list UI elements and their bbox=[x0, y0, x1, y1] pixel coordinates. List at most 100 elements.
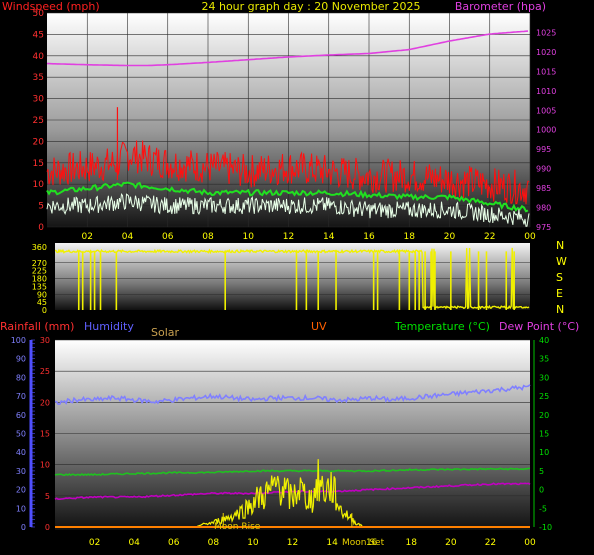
compass-letter: W bbox=[556, 255, 567, 268]
panel-3-x-ticks: 02 04 06 08 10 12 14 16 18 20 22 00 bbox=[89, 538, 536, 548]
y-tick-label: 30 bbox=[40, 336, 50, 345]
y-tick-label: 15 bbox=[33, 159, 44, 169]
x-tick-label: 20 bbox=[445, 538, 457, 548]
barometer-label: Barometer (hpa) bbox=[455, 0, 546, 13]
y-tick-label: 50 bbox=[33, 9, 45, 19]
x-tick-label: 04 bbox=[128, 538, 140, 548]
x-tick-label: 10 bbox=[247, 538, 259, 548]
panel-2-series bbox=[54, 247, 530, 310]
y-tick-label: 20 bbox=[16, 486, 26, 495]
x-tick-label: 16 bbox=[363, 232, 375, 242]
y-tick-label: 270 bbox=[32, 259, 47, 268]
humidity-label: Humidity bbox=[84, 320, 134, 333]
x-tick-label: 00 bbox=[524, 232, 536, 242]
x-tick-label: 06 bbox=[168, 538, 180, 548]
series-line-2 bbox=[46, 181, 529, 213]
solar-line bbox=[197, 459, 364, 528]
x-tick-label: 18 bbox=[404, 232, 416, 242]
rainfall-label: Rainfall (mm) bbox=[0, 320, 74, 333]
x-tick-label: 08 bbox=[202, 232, 214, 242]
compass-letter: S bbox=[556, 271, 563, 284]
y-tick-label: 45 bbox=[33, 30, 44, 40]
windspeed-label: Windspeed (mph) bbox=[2, 0, 100, 13]
panel-1-gridlines bbox=[47, 12, 531, 228]
y-tick-label: 40 bbox=[16, 448, 26, 457]
rainfall-ticks: 0 5 10 15 20 25 30 bbox=[40, 336, 50, 532]
humidity-ticks: 0 10 20 30 40 50 60 70 80 90 100 bbox=[11, 336, 35, 532]
x-tick-label: 22 bbox=[484, 232, 495, 242]
compass-letter: N bbox=[556, 303, 564, 316]
y-tick-label: 0 bbox=[45, 523, 50, 532]
y-tick-label: 40 bbox=[539, 336, 549, 345]
dewpoint-line bbox=[54, 482, 531, 501]
y-tick-label: 990 bbox=[536, 165, 551, 174]
y-tick-label: 25 bbox=[33, 116, 44, 126]
y-tick-label: 5 bbox=[539, 467, 544, 476]
dewpoint-label: Dew Point (°C) bbox=[499, 320, 579, 333]
chart-title: 24 hour graph day : 20 November 2025 bbox=[201, 0, 420, 13]
x-tick-label: 18 bbox=[406, 538, 418, 548]
x-tick-label: 12 bbox=[283, 232, 294, 242]
y-tick-label: 1020 bbox=[536, 48, 556, 57]
y-tick-label: 1005 bbox=[536, 106, 556, 115]
y-tick-label: 25 bbox=[539, 392, 549, 401]
y-tick-label: 985 bbox=[536, 184, 551, 193]
y-tick-label: 45 bbox=[37, 298, 47, 307]
y-tick-label: 10 bbox=[33, 180, 45, 190]
temperature-ticks: -10 -5 0 5 10 15 20 25 30 35 40 bbox=[533, 336, 552, 532]
x-tick-label: 16 bbox=[366, 538, 378, 548]
series-line-3 bbox=[46, 192, 530, 227]
y-tick-label: 180 bbox=[32, 275, 47, 284]
humidity-line bbox=[54, 384, 531, 406]
y-tick-label: 35 bbox=[33, 73, 44, 83]
y-tick-label: 100 bbox=[11, 336, 26, 345]
temperature-label: Temperature (°C) bbox=[394, 320, 490, 333]
y-tick-label: 5 bbox=[45, 492, 50, 501]
x-tick-label: 14 bbox=[326, 538, 338, 548]
compass-letter: N bbox=[556, 239, 564, 252]
y-tick-label: -5 bbox=[539, 504, 547, 513]
y-tick-label: 360 bbox=[32, 243, 47, 252]
y-tick-label: 40 bbox=[33, 52, 45, 62]
x-tick-label: 02 bbox=[82, 232, 93, 242]
y-tick-label: 1015 bbox=[536, 67, 556, 76]
compass-letter: E bbox=[556, 287, 563, 300]
x-tick-label: 20 bbox=[444, 232, 456, 242]
y-tick-label: 1010 bbox=[536, 87, 556, 96]
x-tick-label: 08 bbox=[208, 538, 220, 548]
moon-rise-label: Moon Rise bbox=[214, 522, 261, 532]
y-tick-label: 995 bbox=[536, 145, 551, 154]
y-tick-label: 30 bbox=[539, 373, 549, 382]
series-line-0 bbox=[47, 30, 529, 67]
y-tick-label: -10 bbox=[539, 523, 552, 532]
y-tick-label: 1025 bbox=[536, 28, 556, 37]
uv-label: UV bbox=[311, 320, 327, 333]
y-tick-label: 80 bbox=[16, 373, 26, 382]
y-tick-label: 0 bbox=[38, 223, 44, 233]
y-tick-label: 10 bbox=[40, 461, 50, 470]
x-tick-label: 02 bbox=[89, 538, 100, 548]
y-tick-label: 60 bbox=[16, 411, 26, 420]
y-tick-label: 35 bbox=[539, 355, 549, 364]
y-tick-label: 70 bbox=[16, 392, 26, 401]
panel-1-right-ticks: 975 980 985 990 995 1000 1005 1010 1015 1020 1025 bbox=[536, 28, 556, 232]
y-tick-label: 1000 bbox=[536, 126, 556, 135]
y-tick-label: 0 bbox=[539, 486, 544, 495]
y-tick-label: 20 bbox=[33, 137, 45, 147]
y-tick-label: 0 bbox=[42, 306, 47, 315]
y-tick-label: 15 bbox=[40, 430, 50, 439]
panel-1-series bbox=[46, 30, 530, 227]
y-tick-label: 5 bbox=[38, 202, 44, 212]
x-tick-label: 06 bbox=[162, 232, 174, 242]
y-tick-label: 225 bbox=[32, 267, 47, 276]
y-tick-label: 15 bbox=[539, 430, 549, 439]
y-tick-label: 90 bbox=[16, 355, 26, 364]
panel-1-left-ticks: 0 5 10 15 20 25 30 35 40 45 50 bbox=[33, 9, 45, 233]
x-tick-label: 14 bbox=[323, 232, 335, 242]
x-tick-label: 10 bbox=[243, 232, 255, 242]
solar-label: Solar bbox=[151, 326, 180, 339]
